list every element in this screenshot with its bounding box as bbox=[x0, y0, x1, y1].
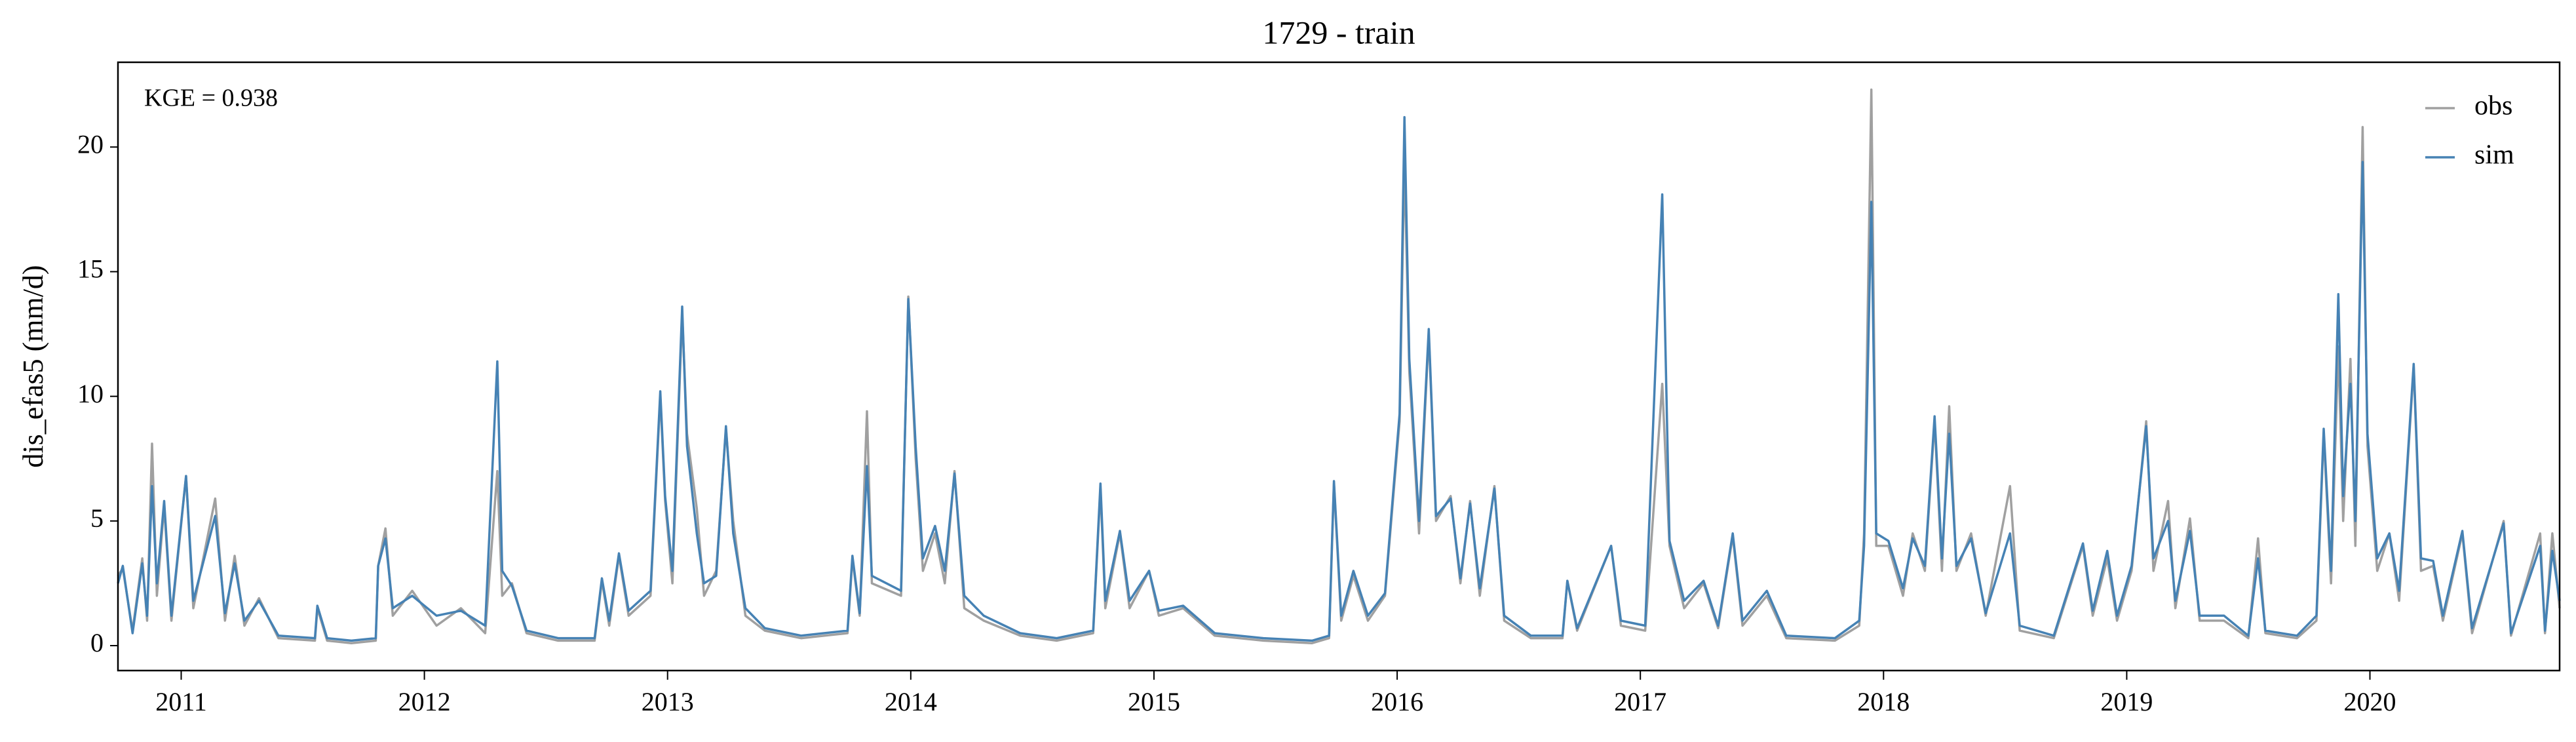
legend-label: sim bbox=[2474, 140, 2514, 170]
x-tick-label: 2016 bbox=[1371, 687, 1423, 716]
x-tick-label: 2011 bbox=[155, 687, 207, 716]
y-tick-label: 15 bbox=[77, 254, 104, 284]
x-tick-label: 2017 bbox=[1614, 687, 1666, 716]
plot-frame bbox=[117, 61, 2561, 672]
y-tick-label: 10 bbox=[77, 379, 104, 408]
y-tick-label: 0 bbox=[90, 628, 104, 657]
chart-title: 1729 - train bbox=[1262, 14, 1415, 50]
x-tick-label: 2014 bbox=[885, 687, 937, 716]
y-tick-label: 20 bbox=[77, 129, 104, 159]
x-tick-label: 2015 bbox=[1128, 687, 1180, 716]
x-tick-label: 2019 bbox=[2100, 687, 2153, 716]
annotation: KGE = 0.938 bbox=[144, 85, 278, 112]
x-tick-label: 2020 bbox=[2344, 687, 2396, 716]
y-axis-label: dis_efas5 (mm/d) bbox=[17, 265, 49, 467]
x-tick-label: 2012 bbox=[398, 687, 451, 716]
x-tick-label: 2013 bbox=[642, 687, 694, 716]
y-tick-label: 5 bbox=[90, 503, 104, 533]
x-tick-label: 2018 bbox=[1857, 687, 1910, 716]
legend-label: obs bbox=[2474, 91, 2512, 121]
line-sim bbox=[117, 115, 2561, 642]
